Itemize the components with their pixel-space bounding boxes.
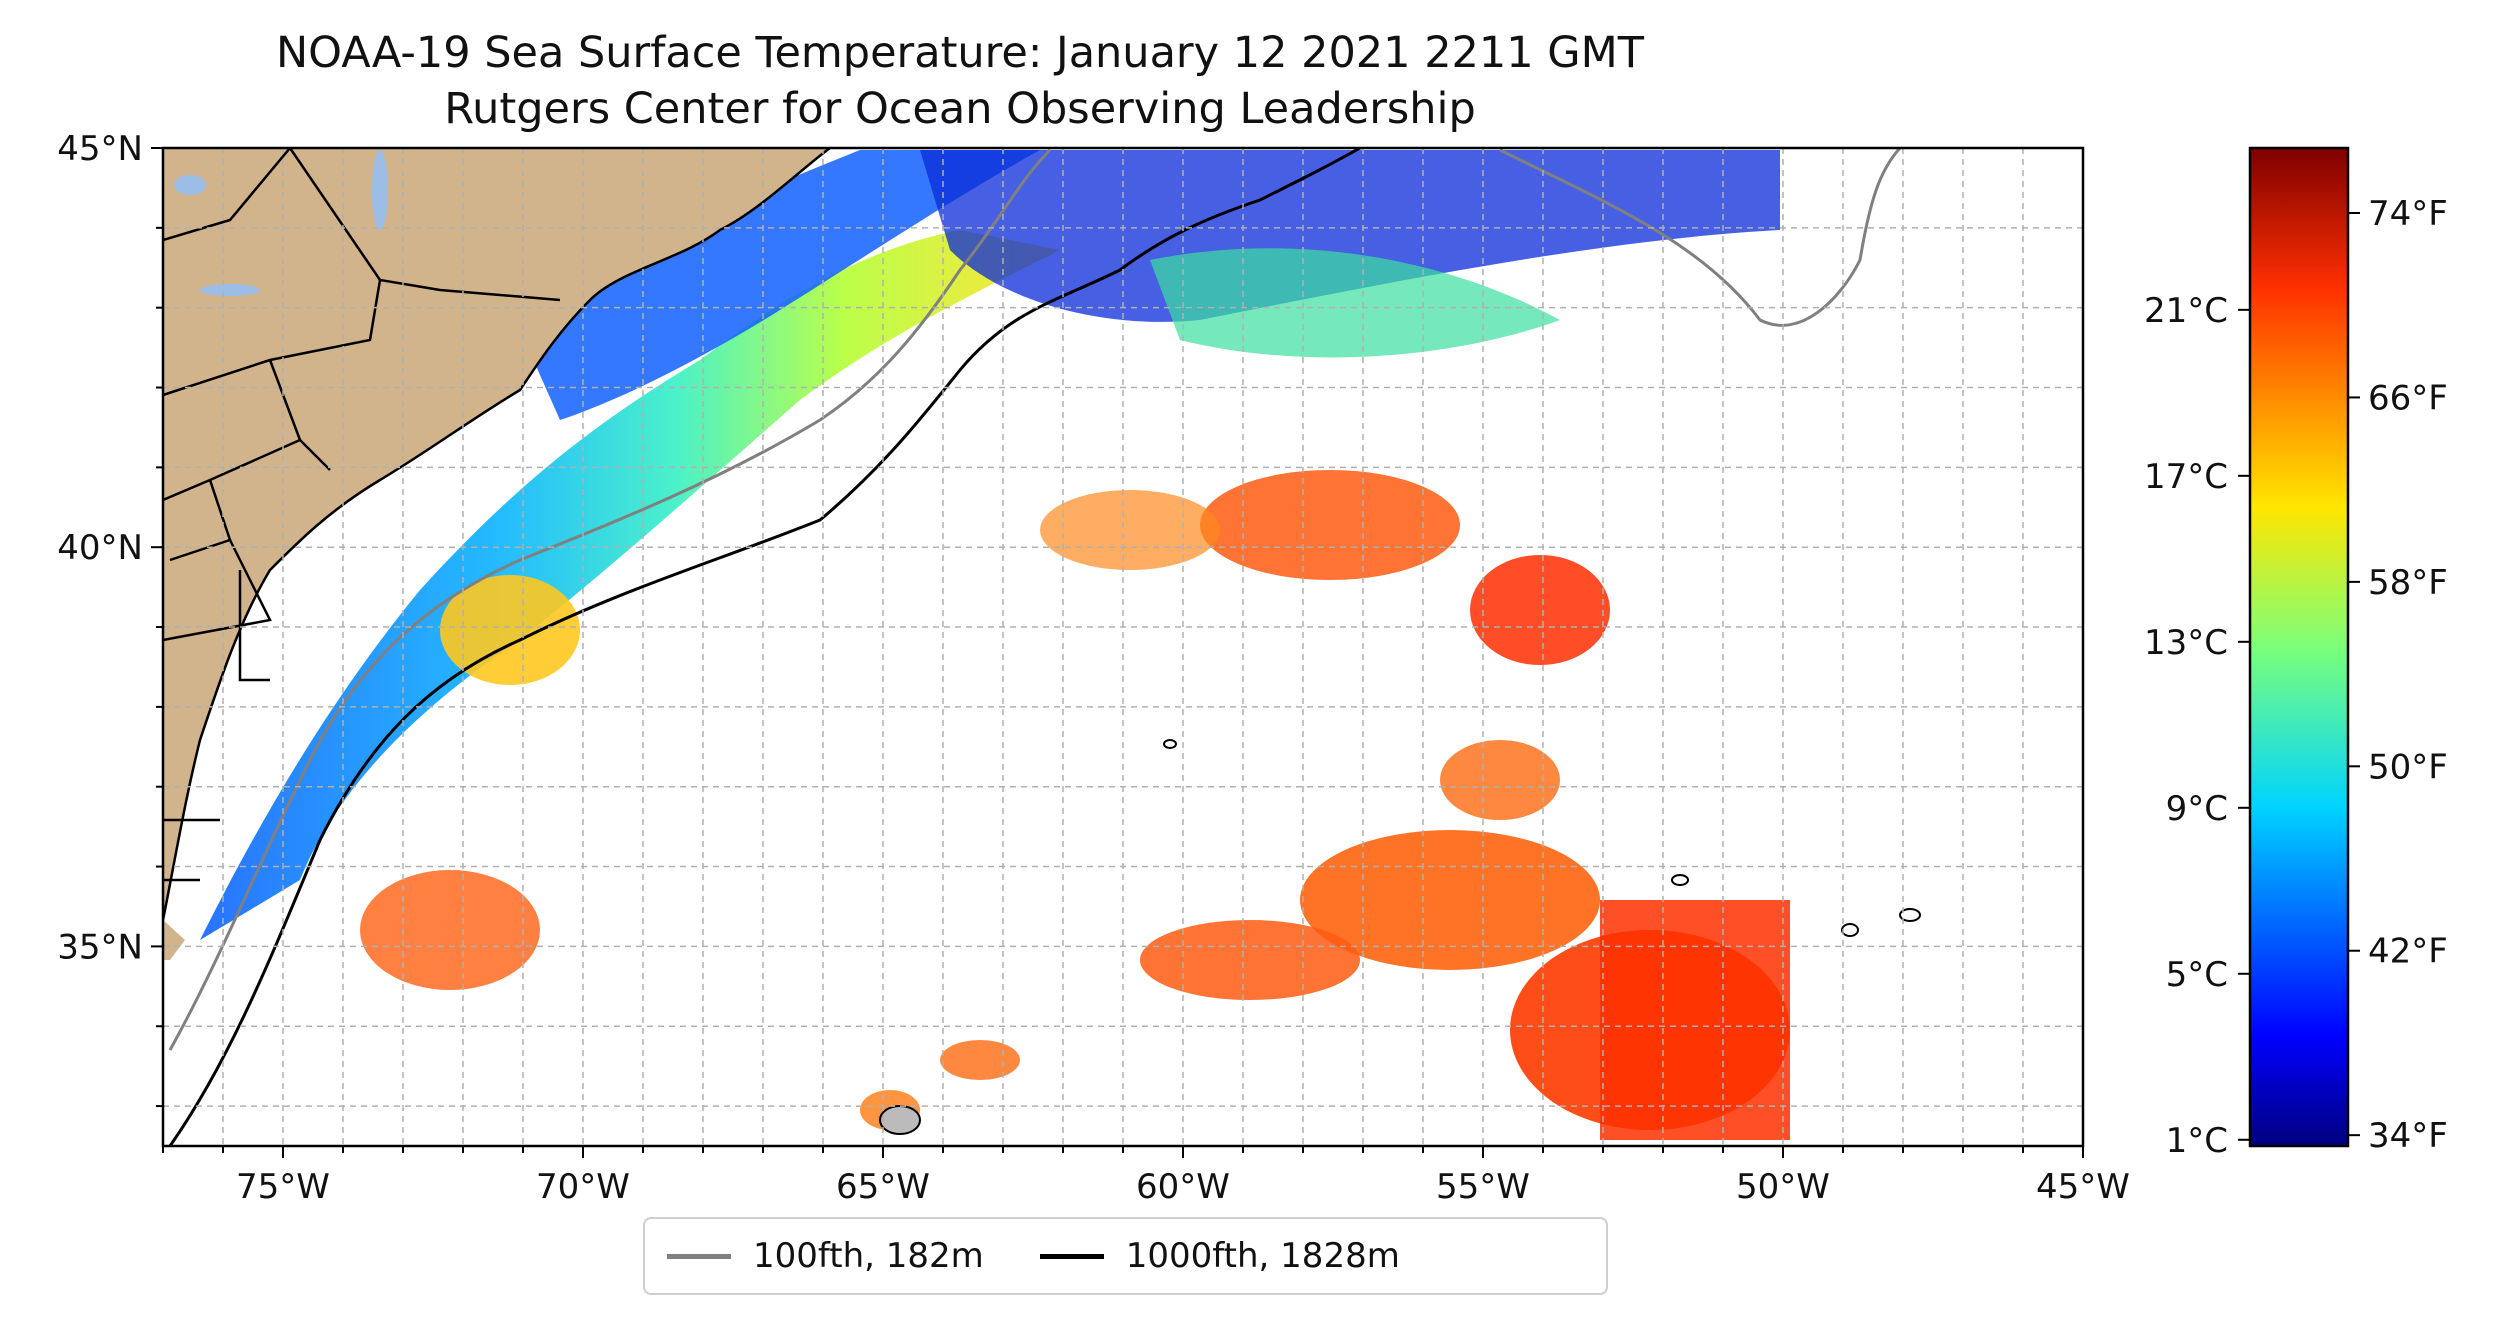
contour-1000fth	[168, 148, 1361, 1146]
contour-100fth	[168, 148, 1052, 1051]
warm-patch	[1040, 490, 1220, 570]
y-tick-label: 35°N	[57, 927, 143, 967]
colorbar-celsius-tick-label: 5°C	[2166, 955, 2228, 995]
colorbar-fahrenheit-tick-label: 58°F	[2368, 563, 2448, 603]
coastline	[163, 148, 831, 921]
state-borders	[163, 148, 561, 882]
lake	[372, 150, 388, 230]
colorbar	[2248, 146, 2350, 1148]
map-subtitle: Rutgers Center for Ocean Observing Leade…	[444, 84, 1476, 134]
seamount	[1841, 923, 1859, 937]
northern-cold-water	[920, 150, 1780, 322]
legend-label-1000fth: 1000fth, 1828m	[1125, 1236, 1400, 1276]
x-tick-label: 45°W	[2036, 1167, 2130, 1207]
land-nova-scotia-edge	[1800, 148, 2083, 160]
colorbar-celsius-tick-label: 9°C	[2166, 789, 2228, 829]
x-tick-label: 55°W	[1436, 1167, 1530, 1207]
legend-item-1000fth: 1000fth, 1828m	[1039, 1236, 1400, 1276]
colorbar-fahrenheit-tick-label: 66°F	[2368, 378, 2448, 418]
x-tick-label: 50°W	[1736, 1167, 1830, 1207]
warm-patch	[1140, 920, 1360, 1000]
lake	[200, 284, 260, 296]
contour-100fth	[1499, 148, 1902, 327]
slope-water	[1150, 248, 1560, 358]
seamount	[1671, 874, 1689, 886]
colorbar-celsius-tick-label: 21°C	[2144, 291, 2228, 331]
warm-patch	[1600, 900, 1790, 1140]
legend-label-100fth: 100fth, 182m	[753, 1236, 984, 1276]
map-title: NOAA-19 Sea Surface Temperature: January…	[276, 28, 1644, 78]
warm-patch	[360, 870, 540, 990]
lake	[174, 175, 206, 195]
gulf-of-maine-water	[520, 150, 1040, 420]
x-tick-label: 60°W	[1136, 1167, 1230, 1207]
sst-data-layer	[163, 148, 2083, 1146]
y-tick-label: 45°N	[57, 129, 143, 169]
warm-core-ring	[440, 575, 580, 685]
legend-swatch-1000fth	[1039, 1253, 1104, 1259]
x-tick-label: 70°W	[536, 1167, 630, 1207]
x-tick-label: 65°W	[836, 1167, 930, 1207]
colorbar-celsius-tick-label: 1°C	[2166, 1121, 2228, 1161]
legend-swatch-100fth	[667, 1253, 731, 1259]
colorbar-fahrenheit-tick-label: 74°F	[2368, 194, 2448, 234]
x-tick-label: 75°W	[236, 1167, 330, 1207]
colorbar-celsius-ticks: 1°C 5°C 9°C 13°C 17°C 21°C	[2144, 291, 2250, 1161]
seamount	[1899, 908, 1921, 922]
x-axis-ticks: 75°W 70°W 65°W 60°W 55°W 50°W 45°W	[162, 1146, 2130, 1207]
colorbar-fahrenheit-tick-label: 42°F	[2368, 932, 2448, 972]
colorbar-fahrenheit-ticks: 34°F 42°F 50°F 58°F 66°F 74°F	[2348, 194, 2448, 1156]
y-tick-label: 40°N	[57, 528, 143, 568]
warm-patch	[1470, 555, 1610, 665]
y-axis-ticks: 45°N 40°N 35°N	[57, 129, 163, 1108]
colorbar-celsius-tick-label: 13°C	[2144, 623, 2228, 663]
shelf-water	[200, 230, 1060, 940]
bermuda-seamount	[879, 1105, 921, 1135]
land-south	[163, 920, 185, 960]
colorbar-fahrenheit-tick-label: 50°F	[2368, 747, 2448, 787]
legend: 100fth, 182m 1000fth, 1828m	[643, 1217, 1608, 1295]
warm-patch	[940, 1040, 1020, 1080]
land-north-america	[163, 148, 830, 920]
legend-item-100fth: 100fth, 182m	[667, 1236, 984, 1276]
gridlines	[163, 148, 2083, 1146]
warm-patch	[1440, 740, 1560, 820]
colorbar-fahrenheit-tick-label: 34°F	[2368, 1116, 2448, 1156]
seamount	[1163, 739, 1177, 749]
warm-patch	[1300, 830, 1600, 970]
warm-patch	[1200, 470, 1460, 580]
colorbar-celsius-tick-label: 17°C	[2144, 457, 2228, 497]
